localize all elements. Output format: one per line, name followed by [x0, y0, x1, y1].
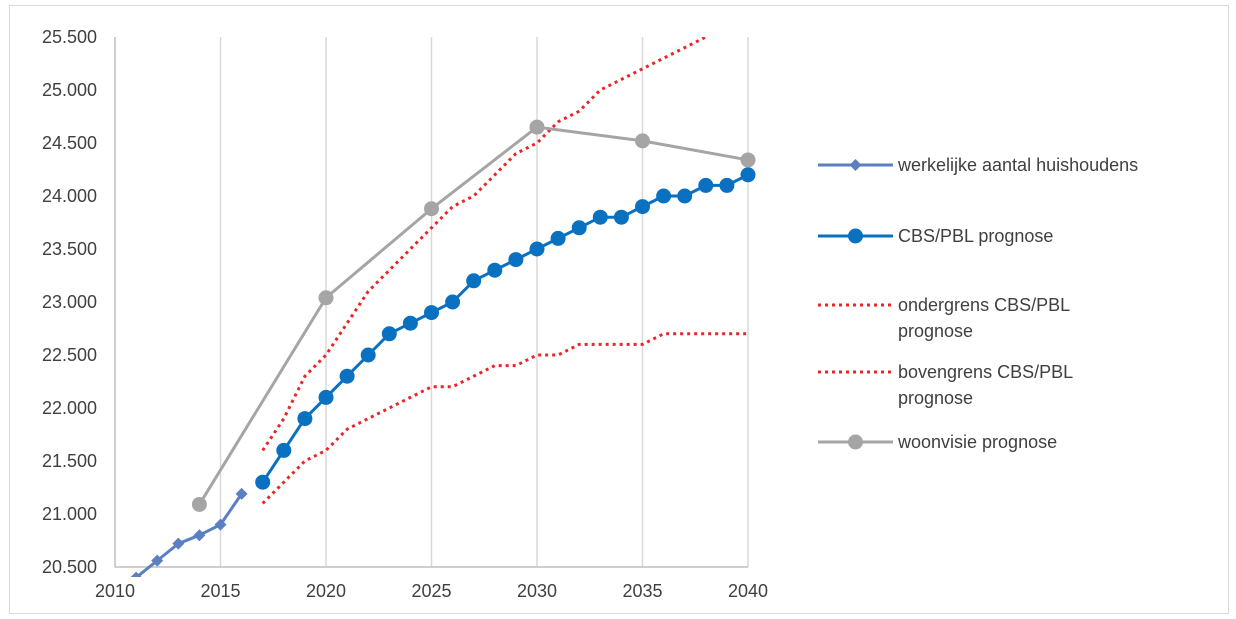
- data-point-circle: [382, 326, 397, 341]
- y-tick-label: 22.000: [42, 398, 97, 418]
- data-point-circle: [424, 201, 439, 216]
- y-tick-label: 25.000: [42, 80, 97, 100]
- data-point-circle: [192, 497, 207, 512]
- data-point-circle: [593, 210, 608, 225]
- legend-entry: bovengrens CBS/PBL prognose: [818, 362, 1073, 408]
- series-4: [192, 120, 756, 512]
- y-tick-label: 22.500: [42, 345, 97, 365]
- legend-label: prognose: [898, 388, 973, 408]
- data-point-circle: [656, 189, 671, 204]
- legend-label: bovengrens CBS/PBL: [898, 362, 1073, 382]
- data-point-circle: [741, 152, 756, 167]
- y-tick-label: 24.000: [42, 186, 97, 206]
- x-tick-label: 2025: [411, 581, 451, 601]
- legend-entry: CBS/PBL prognose: [818, 226, 1053, 246]
- data-point-circle: [508, 252, 523, 267]
- y-tick-label: 23.500: [42, 239, 97, 259]
- x-tick-label: 2020: [306, 581, 346, 601]
- data-point-diamond: [193, 529, 205, 541]
- legend-label: werkelijke aantal huishoudens: [897, 155, 1138, 175]
- legend-label: woonvisie prognose: [897, 432, 1057, 452]
- legend-marker-diamond: [850, 159, 862, 171]
- x-tick-label: 2035: [622, 581, 662, 601]
- legend-entry: woonvisie prognose: [818, 432, 1057, 452]
- data-point-circle: [635, 199, 650, 214]
- x-tick-label: 2010: [95, 581, 135, 601]
- data-point-circle: [677, 189, 692, 204]
- series-line: [136, 494, 242, 578]
- data-point-circle: [319, 390, 334, 405]
- y-tick-label: 23.000: [42, 292, 97, 312]
- series-0: [130, 488, 248, 584]
- legend-label: CBS/PBL prognose: [898, 226, 1053, 246]
- data-point-circle: [276, 443, 291, 458]
- data-point-circle: [361, 348, 376, 363]
- data-point-circle: [255, 475, 270, 490]
- legend-label: ondergrens CBS/PBL: [898, 295, 1070, 315]
- data-point-circle: [466, 273, 481, 288]
- y-tick-label: 20.500: [42, 557, 97, 577]
- legend-entry: werkelijke aantal huishoudens: [818, 155, 1138, 175]
- data-point-circle: [403, 316, 418, 331]
- data-point-circle: [530, 242, 545, 257]
- data-point-circle: [319, 290, 334, 305]
- series-line: [263, 334, 748, 504]
- legend-entry: ondergrens CBS/PBL prognose: [818, 295, 1070, 341]
- series-2: [263, 334, 748, 504]
- axes: 20.500 21.000 21.500 22.000 22.500 23.000 23.5…: [42, 27, 768, 601]
- data-point-circle: [487, 263, 502, 278]
- y-tick-label: 21.000: [42, 504, 97, 524]
- y-tick-label: 25.500: [42, 27, 97, 47]
- data-point-circle: [698, 178, 713, 193]
- data-point-circle: [572, 220, 587, 235]
- series-line: [263, 175, 748, 482]
- data-point-circle: [445, 295, 460, 310]
- data-point-circle: [719, 178, 734, 193]
- series-3: [263, 37, 706, 450]
- data-point-circle: [340, 369, 355, 384]
- series-layer: [130, 37, 755, 584]
- y-tick-label: 21.500: [42, 451, 97, 471]
- legend-label: prognose: [898, 321, 973, 341]
- legend-marker-circle: [848, 229, 863, 244]
- data-point-circle: [614, 210, 629, 225]
- x-tick-label: 2030: [517, 581, 557, 601]
- gridlines: [221, 37, 749, 567]
- series-line: [263, 37, 706, 450]
- data-point-circle: [297, 411, 312, 426]
- legend: werkelijke aantal huishoudens CBS/PBL pro…: [818, 155, 1138, 452]
- data-point-circle: [424, 305, 439, 320]
- x-tick-label: 2015: [200, 581, 240, 601]
- y-tick-label: 24.500: [42, 133, 97, 153]
- x-tick-label: 2040: [728, 581, 768, 601]
- data-point-circle: [635, 133, 650, 148]
- data-point-circle: [741, 167, 756, 182]
- series-1: [255, 167, 755, 489]
- legend-marker-circle: [848, 435, 863, 450]
- data-point-circle: [551, 231, 566, 246]
- data-point-circle: [530, 120, 545, 135]
